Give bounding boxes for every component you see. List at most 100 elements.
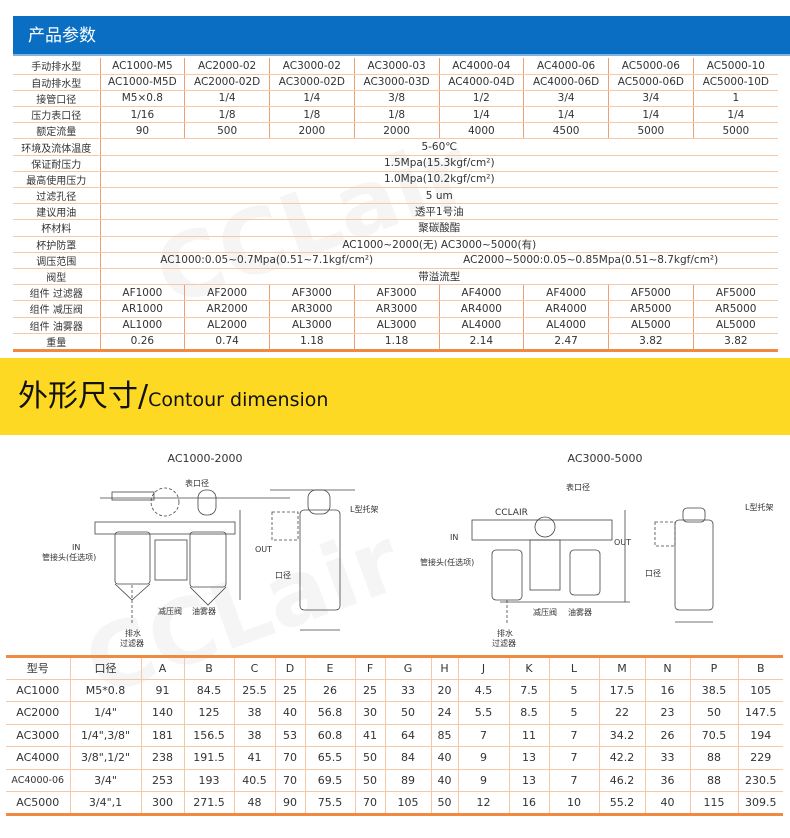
column-header: 口径 [70,656,142,680]
row-label: 自动排水型 [13,74,101,91]
label-in: IN [450,533,458,542]
dimension-cell: 55.2 [599,791,646,815]
dimension-cell: 70 [275,746,306,770]
column-header: D [275,656,306,680]
dimension-cell: 191.5 [184,746,235,770]
spec-cell: 1/16 [100,106,186,124]
dimension-cell: 84 [385,746,432,770]
dimension-cell: 33 [645,746,691,770]
row-label: 调压范围 [13,252,101,269]
dimension-row: AC4000-06 3/4" 253 193 40.5 70 69.5 50 89 40 9 13 7 4… [6,769,783,792]
dimension-cell: 16 [509,791,550,815]
label-bracket: L型托架 [745,502,773,512]
spec-cell: 90 [100,122,186,140]
merged-cell: 透平1号油 [100,203,778,221]
spec-cell: AR3000 [354,300,440,318]
spec-cell: 1/4 [523,106,609,124]
dimension-cell: 41 [355,724,386,747]
dimension-cell: 91 [141,679,185,702]
dimension-cell: 13 [509,769,550,792]
spec-cell: AF3000 [354,284,440,302]
spec-cell: AL5000 [608,317,694,334]
label-gauge-port: 表口径 [566,482,590,492]
dimension-cell: 1/4",3/8" [70,724,142,747]
spec-cell: 1.18 [269,333,355,352]
dimension-cell: 85 [431,724,459,747]
diagram-ac1000-2000: AC1000-2000 表口径 管接头(任选项) IN OUT 排水 过滤器 减… [42,452,378,648]
spec-cell: AC4000-06 [523,58,609,75]
dimension-cell: 50 [431,791,459,815]
dimension-cell: 5.5 [458,701,510,725]
dimension-row: AC3000 1/4",3/8" 181 156.5 38 53 60.8 41 64 85 7 11… [6,724,783,747]
spec-row: 重量 0.26 0.74 1.18 1.18 2.14 2.47 3.82 3.82 [13,333,778,352]
spec-cell: 2.47 [523,333,609,352]
dimension-cell: 38 [234,724,276,747]
dimension-cell: 84.5 [184,679,235,702]
row-label: 重量 [13,333,101,352]
dimension-cell: 56.8 [305,701,356,725]
row-label: 额定流量 [13,122,101,140]
dimension-cell: 7 [549,746,600,770]
spec-table: 手动排水型 AC1000-M5 AC2000-02 AC3000-02 AC3000-0… [13,58,778,352]
dimension-cell: M5*0.8 [70,679,142,702]
dimension-cell: 9 [458,746,510,770]
spec-cell: 0.26 [100,333,186,352]
spec-cell: 5000 [608,122,694,140]
column-header: M [599,656,646,680]
column-header: A [141,656,185,680]
merged-value: 带溢流型 [418,271,461,284]
section-title: 产品参数 [28,26,96,46]
dimension-cell: 60.8 [305,724,356,747]
spec-cell: 3/4 [608,90,694,108]
column-header: 型号 [6,656,71,680]
spec-row: 额定流量 90 500 2000 2000 4000 4500 5000 5000 [13,122,778,140]
dimension-cell: 50 [355,746,386,770]
dimension-cell: 3/8",1/2" [70,746,142,770]
dimension-cell: 25 [355,679,386,702]
spec-cell: 1 [693,90,778,108]
dimension-cell: 53 [275,724,306,747]
spec-cell: AR1000 [100,300,186,318]
spec-cell: 4000 [439,122,525,140]
dimension-cell: 40 [275,701,306,725]
spec-row: 自动排水型 AC1000-M5D AC2000-02D AC3000-02D AC300… [13,74,778,91]
spec-row: 组件 油雾器 AL1000 AL2000 AL3000 AL3000 AL4000 AL40… [13,317,778,334]
spec-cell: AC3000-02 [269,58,355,75]
merged-cell: 带溢流型 [100,268,778,286]
dimension-cell: 40 [645,791,691,815]
merged-value: 1.0Mpa(10.2kgf/cm²) [383,173,495,186]
spec-cell: AC3000-03D [354,74,440,91]
spec-cell: 1/4 [693,106,778,124]
dimension-cell: 64 [385,724,432,747]
spec-cell: AC3000-03 [354,58,440,75]
dimension-cell: 3/4" [70,769,142,792]
spec-cell: 2000 [269,122,355,140]
dimension-cell: 238 [141,746,185,770]
spec-row: 组件 减压阀 AR1000 AR2000 AR3000 AR3000 AR4000 AR40… [13,300,778,318]
dimension-cell: AC3000 [6,724,71,747]
merged-value: AC2000~5000:0.05~0.85Mpa(0.51~8.7kgf/cm²… [463,254,719,267]
spec-cell: AC5000-10D [693,74,778,91]
label-fitting: 管接头(任选项) [420,557,474,567]
dimension-cell: 5 [549,679,600,702]
spec-cell: AR3000 [269,300,355,318]
dimension-cell: 3/4",1 [70,791,142,815]
dimension-table: 型号 口径 A B C D E F G H J K L M N P B AC1000 M5*0.8 91 84.5 25.… [6,655,783,816]
dimension-cell: 70 [275,769,306,792]
dimension-cell: 105 [738,679,783,702]
dimension-cell: 7 [549,724,600,747]
dimension-cell: 8.5 [509,701,550,725]
dimension-cell: 115 [690,791,739,815]
spec-cell: 3.82 [608,333,694,352]
merged-cell: AC1000:0.05~0.7Mpa(0.51~7.1kgf/cm²) AC200… [100,252,778,269]
dimension-cell: 40 [431,769,459,792]
merged-value: 5-60℃ [421,141,458,154]
column-header: G [385,656,432,680]
dimension-cell: 230.5 [738,769,783,792]
spec-cell: AC5000-06D [608,74,694,91]
dimension-cell: 42.2 [599,746,646,770]
dimension-cell: 17.5 [599,679,646,702]
column-header: N [645,656,691,680]
spec-cell: AL5000 [693,317,778,334]
spec-cell: AR4000 [523,300,609,318]
